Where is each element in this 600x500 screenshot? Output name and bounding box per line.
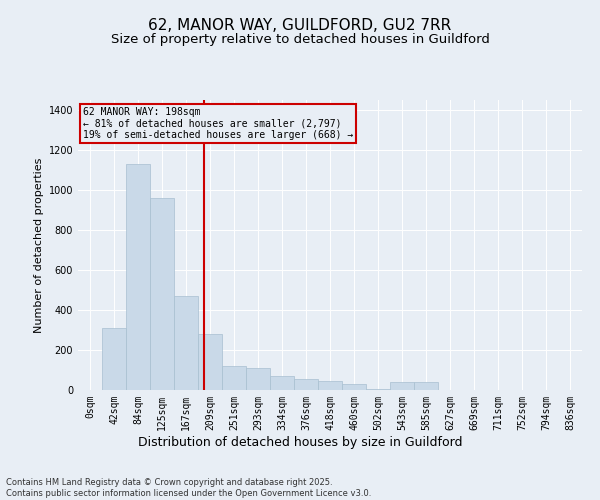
Bar — [270, 376, 294, 390]
Bar — [318, 381, 342, 390]
Bar — [102, 328, 126, 390]
Bar — [414, 382, 438, 390]
Bar — [126, 164, 150, 390]
Bar — [366, 389, 390, 390]
Bar — [342, 384, 366, 390]
Bar — [150, 198, 174, 390]
Bar — [174, 296, 198, 390]
Bar — [390, 382, 414, 390]
Bar — [246, 368, 270, 390]
Y-axis label: Number of detached properties: Number of detached properties — [34, 158, 44, 332]
Bar — [198, 334, 222, 390]
Bar — [222, 366, 246, 390]
Text: 62 MANOR WAY: 198sqm
← 81% of detached houses are smaller (2,797)
19% of semi-de: 62 MANOR WAY: 198sqm ← 81% of detached h… — [83, 108, 353, 140]
Text: Distribution of detached houses by size in Guildford: Distribution of detached houses by size … — [138, 436, 462, 449]
Bar — [294, 379, 318, 390]
Text: Size of property relative to detached houses in Guildford: Size of property relative to detached ho… — [110, 32, 490, 46]
Text: 62, MANOR WAY, GUILDFORD, GU2 7RR: 62, MANOR WAY, GUILDFORD, GU2 7RR — [148, 18, 452, 32]
Text: Contains HM Land Registry data © Crown copyright and database right 2025.
Contai: Contains HM Land Registry data © Crown c… — [6, 478, 371, 498]
